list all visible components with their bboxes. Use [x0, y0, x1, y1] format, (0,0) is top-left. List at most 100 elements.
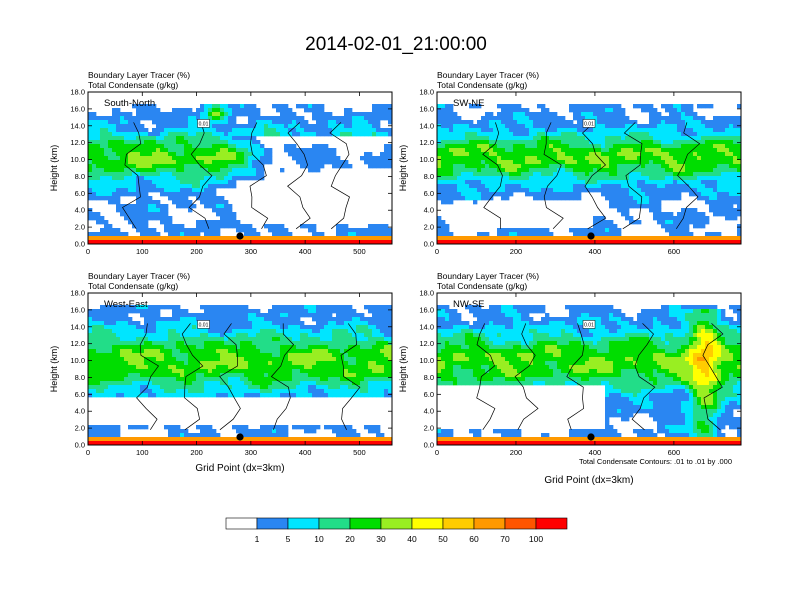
heatmap-cell: [120, 240, 125, 245]
heatmap-cell: [348, 228, 353, 233]
heatmap-cell: [228, 204, 233, 209]
heatmap-cell: [561, 168, 566, 173]
heatmap-cell: [437, 224, 442, 229]
heatmap-cell: [677, 116, 682, 121]
heatmap-cell: [208, 361, 213, 366]
heatmap-cell: [493, 116, 498, 121]
heatmap-cell: [565, 172, 570, 177]
heatmap-cell: [236, 329, 241, 334]
heatmap-cell: [108, 341, 113, 346]
heatmap-cell: [380, 112, 385, 117]
heatmap-cell: [657, 164, 662, 169]
heatmap-cell: [196, 232, 201, 237]
heatmap-cell: [661, 184, 666, 189]
heatmap-cell: [505, 104, 510, 109]
heatmap-cell: [513, 168, 518, 173]
heatmap-cell: [112, 341, 117, 346]
heatmap-cell: [160, 220, 165, 225]
heatmap-cell: [88, 136, 93, 141]
heatmap-cell: [372, 104, 377, 109]
heatmap-cell: [737, 236, 742, 241]
heatmap-cell: [541, 108, 546, 113]
heatmap-cell: [292, 132, 297, 137]
heatmap-cell: [132, 184, 137, 189]
heatmap-cell: [300, 361, 305, 366]
heatmap-cell: [312, 313, 317, 318]
heatmap-cell: [332, 160, 337, 165]
heatmap-cell: [613, 148, 618, 153]
heatmap-cell: [701, 144, 706, 149]
heatmap-cell: [160, 148, 165, 153]
heatmap-cell: [637, 200, 642, 205]
heatmap-cell: [384, 132, 389, 137]
heatmap-cell: [188, 341, 193, 346]
heatmap-cell: [128, 337, 133, 342]
heatmap-cell: [136, 188, 141, 193]
heatmap-cell: [204, 188, 209, 193]
heatmap-cell: [697, 144, 702, 149]
heatmap-cell: [481, 132, 486, 137]
heatmap-cell: [609, 188, 614, 193]
heatmap-cell: [665, 136, 670, 141]
heatmap-cell: [553, 116, 558, 121]
heatmap-cell: [481, 236, 486, 241]
heatmap-cell: [124, 184, 129, 189]
heatmap-cell: [252, 136, 257, 141]
heatmap-cell: [384, 224, 389, 229]
heatmap-cell: [152, 116, 157, 121]
heatmap-cell: [212, 204, 217, 209]
heatmap-cell: [497, 168, 502, 173]
heatmap-cell: [649, 136, 654, 141]
heatmap-cell: [96, 164, 101, 169]
heatmap-cell: [120, 112, 125, 117]
heatmap-cell: [689, 192, 694, 197]
heatmap-cell: [629, 188, 634, 193]
heatmap-cell: [136, 345, 141, 350]
heatmap-cell: [481, 156, 486, 161]
heatmap-cell: [445, 132, 450, 137]
heatmap-cell: [469, 192, 474, 197]
heatmap-cell: [264, 361, 269, 366]
heatmap-cell: [164, 345, 169, 350]
heatmap-cell: [180, 357, 185, 362]
heatmap-cell: [228, 333, 233, 338]
heatmap-cell: [152, 156, 157, 161]
heatmap-cell: [240, 124, 245, 129]
heatmap-cell: [585, 184, 590, 189]
heatmap-cell: [701, 192, 706, 197]
heatmap-cell: [208, 240, 213, 245]
heatmap-cell: [176, 349, 181, 354]
heatmap-cell: [236, 176, 241, 181]
y-tick-label: 4.0: [424, 206, 434, 215]
heatmap-cell: [657, 212, 662, 217]
heatmap-cell: [180, 156, 185, 161]
heatmap-cell: [256, 164, 261, 169]
heatmap-cell: [220, 140, 225, 145]
heatmap-cell: [541, 228, 546, 233]
heatmap-cell: [112, 240, 117, 245]
heatmap-cell: [637, 172, 642, 177]
heatmap-cell: [388, 345, 393, 350]
heatmap-cell: [244, 365, 249, 370]
heatmap-cell: [641, 148, 646, 153]
heatmap-cell: [453, 128, 458, 133]
heatmap-cell: [252, 176, 257, 181]
heatmap-cell: [168, 341, 173, 346]
heatmap-cell: [200, 168, 205, 173]
heatmap-cell: [92, 152, 97, 157]
heatmap-cell: [553, 180, 558, 185]
condensate-contour: [676, 122, 701, 229]
heatmap-cell: [212, 128, 217, 133]
heatmap-cell: [685, 160, 690, 165]
heatmap-cell: [336, 361, 341, 366]
heatmap-cell: [621, 176, 626, 181]
heatmap-cell: [116, 140, 121, 145]
heatmap-cell: [92, 116, 97, 121]
heatmap-cell: [336, 317, 341, 322]
heatmap-cell: [388, 357, 393, 362]
heatmap-cell: [461, 192, 466, 197]
heatmap-cell: [216, 313, 221, 318]
heatmap-cell: [537, 192, 542, 197]
heatmap-cell: [441, 124, 446, 129]
heatmap-cell: [517, 108, 522, 113]
